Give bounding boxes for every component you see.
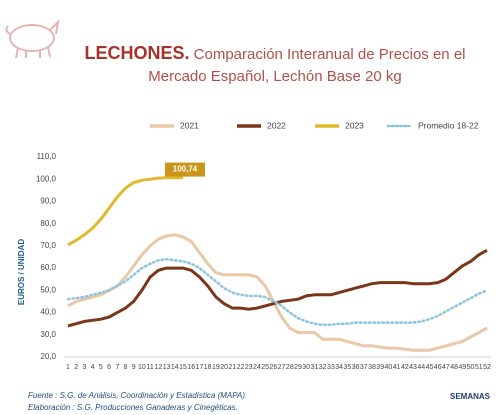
y-tick-label: 50,0 bbox=[40, 285, 56, 294]
x-tick-label: 1 bbox=[66, 364, 70, 371]
x-tick-label: 41 bbox=[393, 364, 401, 371]
x-tick-label: 26 bbox=[269, 364, 277, 371]
x-tick-label: 52 bbox=[483, 364, 491, 371]
x-tick-label: 38 bbox=[368, 364, 376, 371]
footnote: Elaboración : S.G. Producciones Ganadera… bbox=[28, 403, 238, 412]
x-tick-label: 9 bbox=[132, 364, 136, 371]
title-block: LECHONES. Comparación Interanual de Prec… bbox=[70, 42, 480, 88]
x-tick-label: 23 bbox=[245, 364, 253, 371]
x-tick-label: 39 bbox=[376, 364, 384, 371]
x-tick-label: 42 bbox=[401, 364, 409, 371]
x-tick-label: 32 bbox=[319, 364, 327, 371]
x-axis-label: SEMANAS bbox=[450, 392, 491, 401]
y-tick-label: 110,0 bbox=[37, 152, 57, 161]
legend-label: 2022 bbox=[267, 120, 286, 130]
x-tick-label: 12 bbox=[154, 364, 162, 371]
x-tick-label: 30 bbox=[302, 364, 310, 371]
x-tick-label: 6 bbox=[107, 364, 111, 371]
legend-label: 2023 bbox=[345, 120, 364, 130]
x-tick-label: 25 bbox=[261, 364, 269, 371]
x-tick-label: 8 bbox=[124, 364, 128, 371]
y-tick-label: 90,0 bbox=[40, 197, 56, 206]
x-tick-label: 48 bbox=[450, 364, 458, 371]
pig-icon bbox=[5, 19, 60, 59]
x-tick-label: 18 bbox=[204, 364, 212, 371]
x-tick-label: 11 bbox=[147, 364, 154, 371]
x-tick-label: 50 bbox=[467, 364, 475, 371]
x-tick-label: 24 bbox=[253, 364, 261, 371]
data-label: 100,74 bbox=[173, 165, 198, 174]
chart-title: LECHONES. bbox=[84, 43, 190, 63]
x-tick-label: 3 bbox=[82, 364, 86, 371]
series-line bbox=[67, 248, 488, 328]
x-tick-label: 17 bbox=[196, 364, 204, 371]
x-tick-label: 14 bbox=[171, 364, 179, 371]
x-tick-label: 51 bbox=[475, 364, 483, 371]
y-tick-label: 20,0 bbox=[40, 352, 56, 361]
chart-subtitle: Comparación Interanual de Precios en el … bbox=[148, 46, 466, 85]
legend-label: 2021 bbox=[180, 120, 199, 130]
x-tick-label: 22 bbox=[237, 364, 245, 371]
x-tick-label: 13 bbox=[163, 364, 171, 371]
series-line bbox=[67, 233, 488, 352]
x-tick-label: 47 bbox=[442, 364, 450, 371]
y-tick-label: 40,0 bbox=[40, 308, 56, 317]
legend-label: Promedio 18-22 bbox=[418, 120, 479, 130]
y-tick-label: 80,0 bbox=[40, 219, 56, 228]
x-tick-label: 49 bbox=[458, 364, 466, 371]
series-line bbox=[67, 176, 184, 247]
x-tick-label: 33 bbox=[327, 364, 335, 371]
data-label-box bbox=[165, 162, 206, 177]
x-tick-label: 19 bbox=[212, 364, 220, 371]
y-tick-label: 100,0 bbox=[36, 174, 57, 183]
x-tick-label: 40 bbox=[385, 364, 393, 371]
x-tick-label: 2 bbox=[74, 364, 78, 371]
y-tick-label: 60,0 bbox=[40, 263, 56, 272]
x-tick-label: 31 bbox=[311, 364, 319, 371]
x-tick-label: 20 bbox=[220, 364, 228, 371]
x-tick-label: 5 bbox=[99, 364, 103, 371]
x-tick-label: 34 bbox=[335, 364, 343, 371]
x-tick-label: 43 bbox=[409, 364, 417, 371]
x-tick-label: 10 bbox=[138, 364, 146, 371]
x-tick-label: 27 bbox=[278, 364, 286, 371]
x-tick-label: 28 bbox=[286, 364, 294, 371]
x-tick-label: 7 bbox=[115, 364, 119, 371]
y-tick-label: 30,0 bbox=[40, 330, 56, 339]
x-tick-label: 15 bbox=[179, 364, 187, 371]
x-tick-label: 4 bbox=[91, 364, 95, 371]
x-tick-label: 45 bbox=[426, 364, 434, 371]
y-axis-label: EUROS / UNIDAD bbox=[17, 239, 26, 305]
footnote: Fuente : S.G. de Análisis, Coordinación … bbox=[28, 391, 245, 400]
x-tick-label: 46 bbox=[434, 364, 442, 371]
x-tick-label: 35 bbox=[343, 364, 351, 371]
x-tick-label: 44 bbox=[417, 364, 425, 371]
y-tick-label: 70,0 bbox=[40, 241, 56, 250]
x-tick-label: 37 bbox=[360, 364, 368, 371]
x-tick-label: 29 bbox=[294, 364, 302, 371]
series-line bbox=[66, 257, 489, 327]
x-tick-label: 36 bbox=[352, 364, 360, 371]
x-tick-label: 16 bbox=[187, 364, 195, 371]
x-tick-label: 21 bbox=[228, 364, 236, 371]
